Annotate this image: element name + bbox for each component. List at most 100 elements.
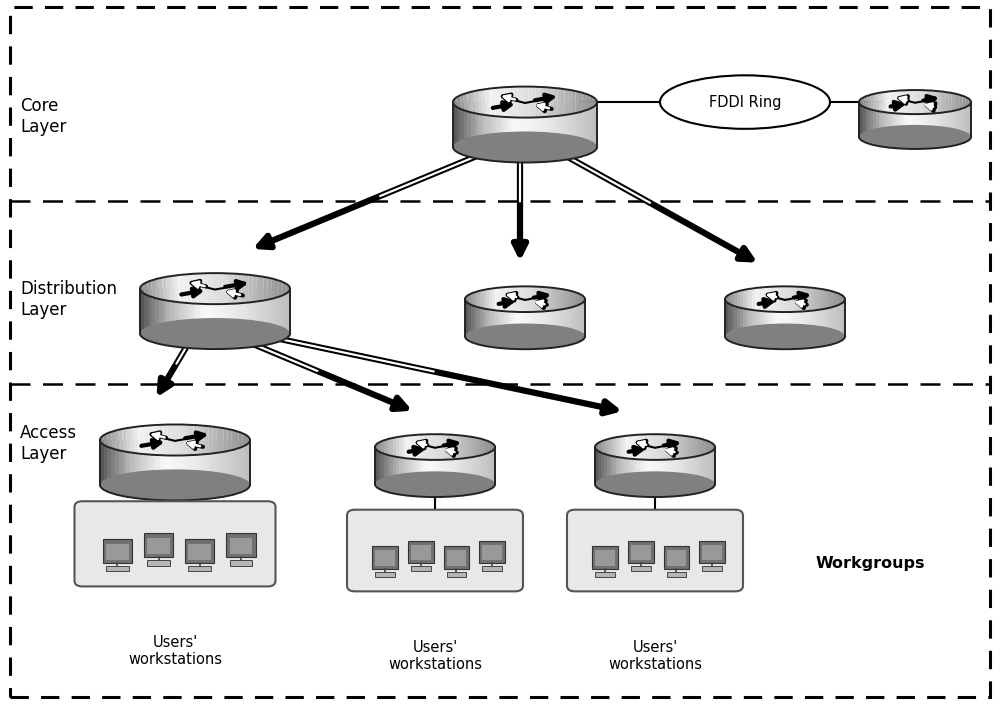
Polygon shape	[904, 102, 907, 137]
Polygon shape	[482, 89, 485, 115]
Polygon shape	[489, 299, 492, 337]
Polygon shape	[598, 447, 601, 484]
Polygon shape	[946, 92, 949, 112]
Polygon shape	[694, 437, 697, 457]
Polygon shape	[390, 447, 393, 484]
Polygon shape	[539, 87, 543, 118]
Polygon shape	[384, 439, 387, 455]
Polygon shape	[211, 289, 215, 334]
Polygon shape	[731, 292, 734, 306]
Polygon shape	[493, 88, 496, 116]
Polygon shape	[873, 102, 876, 137]
Polygon shape	[943, 102, 946, 137]
Polygon shape	[518, 102, 521, 147]
Polygon shape	[601, 447, 604, 484]
Polygon shape	[818, 299, 821, 337]
Bar	[411, 545, 431, 560]
Polygon shape	[963, 96, 965, 108]
Polygon shape	[540, 299, 543, 337]
Polygon shape	[670, 434, 673, 460]
Polygon shape	[167, 440, 171, 485]
Polygon shape	[252, 289, 256, 334]
Polygon shape	[414, 435, 417, 459]
Bar	[482, 566, 502, 571]
Polygon shape	[238, 289, 241, 334]
Polygon shape	[694, 447, 697, 484]
Polygon shape	[755, 299, 758, 337]
Polygon shape	[521, 102, 525, 147]
Polygon shape	[504, 287, 507, 311]
Polygon shape	[821, 289, 824, 310]
Polygon shape	[275, 279, 279, 298]
Polygon shape	[423, 434, 426, 460]
FancyBboxPatch shape	[10, 7, 990, 697]
Polygon shape	[405, 436, 408, 458]
Polygon shape	[550, 87, 554, 117]
Polygon shape	[616, 436, 619, 458]
Bar	[667, 572, 686, 577]
Polygon shape	[610, 447, 613, 484]
Polygon shape	[189, 274, 192, 303]
Polygon shape	[462, 436, 465, 458]
Polygon shape	[921, 90, 923, 114]
Polygon shape	[513, 287, 516, 312]
Polygon shape	[679, 435, 682, 459]
Polygon shape	[634, 435, 637, 459]
Polygon shape	[375, 443, 378, 451]
Polygon shape	[489, 441, 492, 453]
Polygon shape	[700, 439, 703, 455]
Polygon shape	[557, 102, 561, 147]
Polygon shape	[201, 440, 205, 485]
Polygon shape	[196, 273, 200, 304]
Polygon shape	[628, 447, 631, 484]
Polygon shape	[457, 102, 460, 147]
Polygon shape	[549, 299, 552, 337]
Polygon shape	[570, 291, 573, 308]
Polygon shape	[649, 447, 652, 484]
Polygon shape	[921, 102, 923, 137]
Bar	[106, 566, 129, 572]
Polygon shape	[495, 299, 498, 337]
Polygon shape	[381, 447, 384, 484]
Polygon shape	[728, 299, 731, 337]
Polygon shape	[453, 97, 457, 107]
Polygon shape	[709, 447, 712, 484]
Polygon shape	[895, 102, 898, 137]
Polygon shape	[565, 102, 568, 147]
Polygon shape	[590, 95, 593, 109]
Polygon shape	[554, 88, 557, 116]
Polygon shape	[417, 434, 420, 460]
Polygon shape	[435, 447, 438, 484]
Polygon shape	[613, 437, 616, 457]
Polygon shape	[912, 90, 915, 114]
Polygon shape	[209, 426, 212, 454]
Polygon shape	[706, 440, 709, 454]
Polygon shape	[752, 288, 755, 310]
Polygon shape	[839, 299, 842, 337]
Polygon shape	[534, 299, 537, 337]
Polygon shape	[205, 440, 209, 485]
Polygon shape	[743, 299, 746, 337]
Polygon shape	[746, 289, 749, 310]
Bar	[375, 572, 395, 577]
Polygon shape	[260, 276, 264, 301]
Polygon shape	[881, 102, 884, 137]
Polygon shape	[568, 102, 572, 147]
Polygon shape	[130, 440, 134, 485]
Polygon shape	[561, 289, 564, 310]
Polygon shape	[475, 102, 478, 147]
Polygon shape	[426, 434, 429, 460]
Polygon shape	[159, 289, 162, 334]
Polygon shape	[881, 92, 884, 112]
Polygon shape	[788, 287, 791, 312]
Polygon shape	[957, 94, 960, 110]
Polygon shape	[149, 440, 152, 485]
Polygon shape	[475, 90, 478, 114]
Polygon shape	[245, 275, 249, 303]
Polygon shape	[622, 447, 625, 484]
Polygon shape	[968, 99, 971, 106]
Bar	[106, 543, 129, 560]
Polygon shape	[220, 427, 224, 453]
Polygon shape	[489, 447, 492, 484]
Polygon shape	[178, 275, 181, 303]
